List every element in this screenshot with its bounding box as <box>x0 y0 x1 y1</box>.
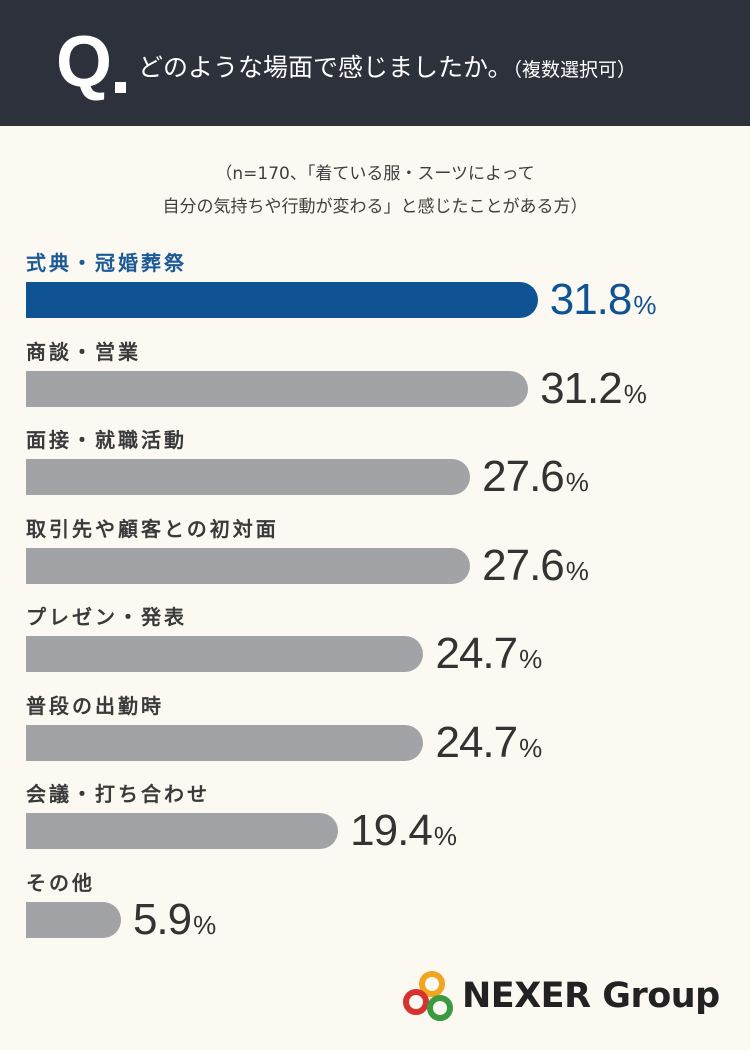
bar <box>26 282 538 318</box>
value-label: 24.7% <box>435 630 542 688</box>
value-label: 24.7% <box>435 717 543 777</box>
value-unit: % <box>565 555 589 586</box>
sample-note-line-2: 自分の気持ちや行動が変わる」と感じたことがある方） <box>162 197 588 217</box>
category-label: 面接・就職活動 <box>26 428 187 452</box>
nexer-logo: NEXER Group <box>400 966 730 1026</box>
sample-note: （n=170、「着ている服・スーツによって 自分の気持ちや行動が変わる」と感じた… <box>0 158 750 224</box>
value-label: 27.6% <box>482 540 589 600</box>
value-label: 27.6% <box>482 453 589 511</box>
value-number: 24.7 <box>435 717 518 767</box>
value-number: 31.8 <box>549 275 633 324</box>
question-text: どのような場面で感じましたか。（複数選択可） <box>138 52 636 86</box>
value-unit: % <box>519 732 543 763</box>
bar <box>26 813 339 849</box>
category-label: 会議・打ち合わせ <box>26 782 210 806</box>
value-label: 5.9% <box>132 894 217 954</box>
q-letter: Q <box>56 22 113 102</box>
bar <box>26 547 471 584</box>
bar <box>26 459 471 495</box>
q-dot <box>115 82 126 93</box>
category-label: プレゼン・発表 <box>26 605 187 629</box>
value-label: 31.8% <box>550 276 657 334</box>
category-label: 式典・冠婚葬祭 <box>26 251 187 275</box>
value-unit: % <box>193 909 217 940</box>
value-unit: % <box>519 644 543 674</box>
value-unit: % <box>633 290 657 320</box>
logo-text: NEXER Group <box>462 976 720 1016</box>
question-main: どのような場面で感じましたか。 <box>138 53 513 82</box>
value-unit: % <box>565 467 589 497</box>
value-label: 31.2% <box>540 363 647 423</box>
value-label: 19.4% <box>350 807 457 865</box>
value-unit: % <box>623 378 647 409</box>
value-number: 19.4 <box>350 806 433 855</box>
bar <box>26 724 424 761</box>
value-unit: % <box>433 821 457 851</box>
bar <box>26 901 121 938</box>
bar <box>26 636 424 672</box>
value-number: 27.6 <box>482 540 565 590</box>
category-label: 商談・営業 <box>26 339 141 364</box>
value-number: 27.6 <box>482 452 565 501</box>
logo-rings-icon <box>403 971 453 1021</box>
category-label: 取引先や顧客との初対面 <box>26 516 279 541</box>
question-header: Q どのような場面で感じましたか。（複数選択可） <box>0 0 750 126</box>
value-number: 5.9 <box>132 894 192 944</box>
sample-note-line-1: （n=170、「着ている服・スーツによって <box>215 164 535 184</box>
category-label: 普段の出勤時 <box>26 693 164 718</box>
bar <box>26 370 529 407</box>
question-note: （複数選択可） <box>512 59 637 81</box>
category-label: その他 <box>26 870 95 895</box>
value-number: 24.7 <box>435 629 518 678</box>
value-number: 31.2 <box>540 363 623 413</box>
